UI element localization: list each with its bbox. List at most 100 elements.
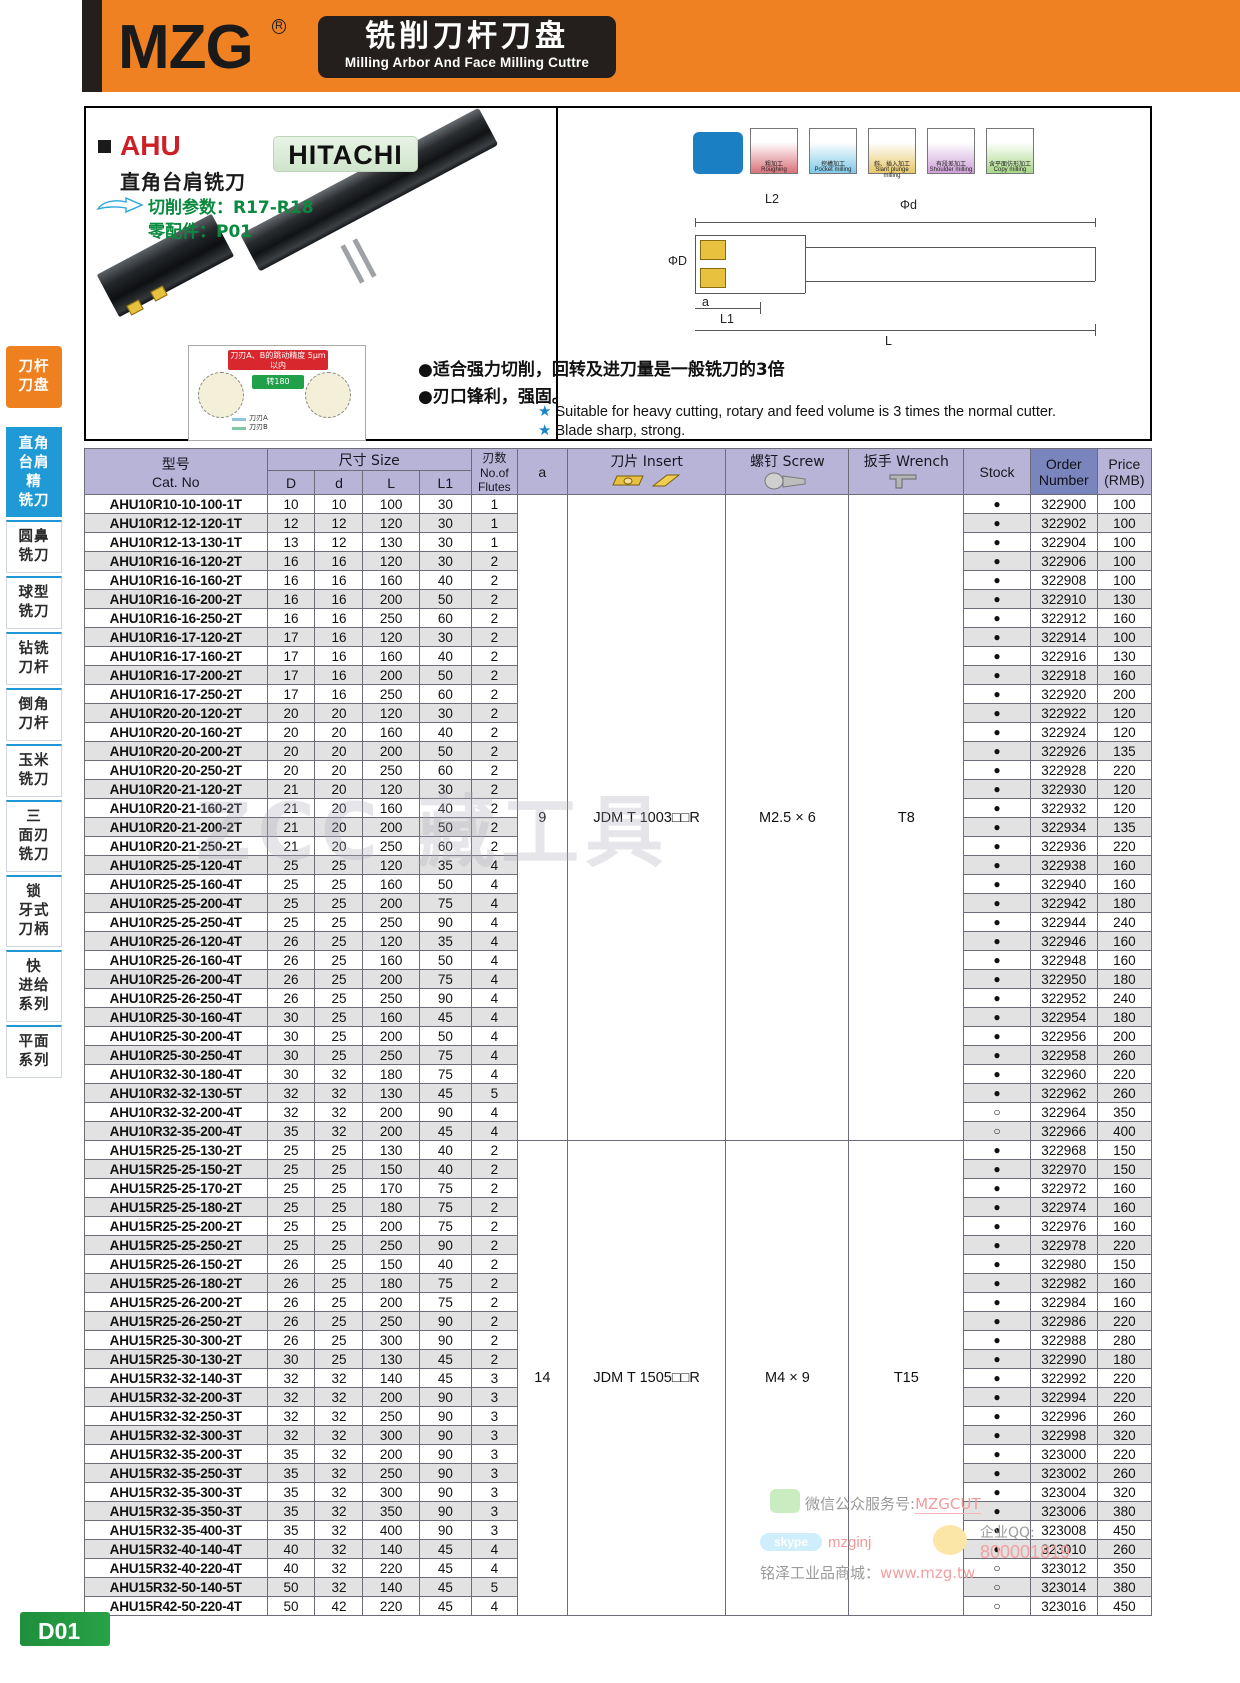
- cell-price: 120: [1096, 703, 1153, 723]
- cell-D: 12: [266, 513, 316, 533]
- legend-label-a: 刀刃A: [249, 414, 268, 422]
- cell-L1: 90: [418, 1463, 472, 1483]
- cell-cat-no: AHU10R12-13-130-1T: [84, 532, 268, 552]
- cell-D: 21: [266, 836, 316, 856]
- sidebar-item-8[interactable]: 锁牙式 刀柄: [6, 875, 62, 947]
- cell-d: 32: [314, 1102, 364, 1122]
- cell-flutes: 3: [470, 1520, 518, 1540]
- cell-L: 200: [362, 1026, 420, 1046]
- cell-L: 120: [362, 931, 420, 951]
- cell-flutes: 2: [470, 589, 518, 609]
- page-title-cn: 铣削刀杆刀盘: [365, 19, 569, 54]
- cell-price: 280: [1096, 1330, 1153, 1350]
- cell-L1: 45: [418, 1368, 472, 1388]
- cell-insert-merged: JDM T 1003□□R: [566, 494, 727, 1141]
- th-size: 尺寸 Size: [266, 448, 472, 471]
- cell-price: 160: [1096, 1197, 1153, 1217]
- cell-stock-filled: [963, 1292, 1031, 1312]
- cell-L1: 60: [418, 684, 472, 704]
- spec-table: 型号 Cat. No 尺寸 Size 刃数 No.of Flutes a 刀片 …: [84, 448, 1153, 1616]
- product-name-cn: 直角台肩铣刀: [120, 170, 246, 194]
- cell-stock-filled: [963, 1444, 1031, 1464]
- cell-flutes: 2: [470, 1197, 518, 1217]
- cell-d: 25: [314, 1292, 364, 1312]
- cell-price: 260: [1096, 1045, 1153, 1065]
- cell-L: 220: [362, 1558, 420, 1578]
- sidebar-item-4[interactable]: 钻铣 刀杆: [6, 632, 62, 685]
- cell-order-number: 322970: [1029, 1159, 1098, 1179]
- th-order-number: Order Number: [1029, 448, 1098, 495]
- cell-order-number: 322994: [1029, 1387, 1098, 1407]
- insert-icon: [568, 471, 726, 493]
- cell-price: 135: [1096, 741, 1153, 761]
- table-row: AHU10R25-25-160-4T2525160504322940160: [84, 874, 1153, 894]
- accuracy-circle-right: [305, 372, 351, 418]
- sidebar-item-0[interactable]: 刀杆 刀盘: [6, 346, 62, 408]
- cell-D: 30: [266, 1045, 316, 1065]
- sidebar-item-7[interactable]: 三面刃 铣刀: [6, 800, 62, 872]
- sidebar-item-1[interactable]: 直角 台肩精铣刀: [6, 427, 62, 517]
- cell-order-number: 322918: [1029, 665, 1098, 685]
- cell-L1: 50: [418, 950, 472, 970]
- cell-price: 180: [1096, 969, 1153, 989]
- cell-price: 240: [1096, 912, 1153, 932]
- cell-D: 26: [266, 1292, 316, 1312]
- sidebar-item-5[interactable]: 倒角 刀杆: [6, 688, 62, 741]
- zero-degree-badge: [693, 132, 743, 174]
- cell-order-number: 322984: [1029, 1292, 1098, 1312]
- sidebar-item-10[interactable]: 平面 系列: [6, 1025, 62, 1078]
- table-row: AHU10R20-20-250-2T2020250602322928220: [84, 760, 1153, 780]
- cell-L1: 90: [418, 988, 472, 1008]
- sidebar-item-6[interactable]: 玉米 铣刀: [6, 744, 62, 797]
- cell-L: 300: [362, 1482, 420, 1502]
- sidebar-item-9[interactable]: 快进给 系列: [6, 950, 62, 1022]
- cell-D: 40: [266, 1558, 316, 1578]
- spec-table-head: 型号 Cat. No 尺寸 Size 刃数 No.of Flutes a 刀片 …: [84, 448, 1153, 495]
- cell-flutes: 2: [470, 1159, 518, 1179]
- cell-cat-no: AHU15R25-25-200-2T: [84, 1216, 268, 1236]
- sidebar-item-3[interactable]: 球型 铣刀: [6, 576, 62, 629]
- cell-d: 32: [314, 1387, 364, 1407]
- cell-D: 32: [266, 1368, 316, 1388]
- cell-stock-filled: [963, 703, 1031, 723]
- cell-D: 32: [266, 1083, 316, 1103]
- cell-cat-no: AHU10R20-20-250-2T: [84, 760, 268, 780]
- cell-L1: 45: [418, 1539, 472, 1559]
- cell-d: 10: [314, 494, 364, 514]
- cell-flutes: 2: [470, 741, 518, 761]
- sidebar-item-label: 铣刀: [18, 604, 50, 620]
- page-header: [0, 0, 1240, 92]
- cell-L: 150: [362, 1254, 420, 1274]
- qq-label: 企业QQ:: [980, 1525, 1035, 1541]
- cell-flutes: 4: [470, 969, 518, 989]
- cell-cat-no: AHU15R42-50-220-4T: [84, 1596, 268, 1616]
- table-row: AHU15R25-25-130-2T 25 25 130 40 2 14 JDM T 1505…: [84, 1140, 1153, 1616]
- legend-label-b: 刀刃B: [249, 423, 268, 431]
- cell-L1: 50: [418, 817, 472, 837]
- cell-cat-no: AHU10R25-25-160-4T: [84, 874, 268, 894]
- cell-cat-no: AHU10R25-30-250-4T: [84, 1045, 268, 1065]
- cell-price: 220: [1096, 1235, 1153, 1255]
- th-stock: Stock: [963, 448, 1031, 495]
- cell-D: 25: [266, 912, 316, 932]
- cell-L1: 40: [418, 1140, 472, 1160]
- cell-d: 25: [314, 1159, 364, 1179]
- cell-cat-no: AHU10R20-20-160-2T: [84, 722, 268, 742]
- cell-flutes: 3: [470, 1444, 518, 1464]
- cell-order-number: 322964: [1029, 1102, 1098, 1122]
- sidebar-item-label: 平面: [18, 1034, 50, 1050]
- cell-L: 250: [362, 988, 420, 1008]
- cell-order-number: 322942: [1029, 893, 1098, 913]
- skype-icon: skype: [760, 1533, 822, 1551]
- cell-stock-filled: [963, 912, 1031, 932]
- cell-L: 200: [362, 1444, 420, 1464]
- cell-L1: 90: [418, 1520, 472, 1540]
- cell-L: 250: [362, 1235, 420, 1255]
- sidebar-item-2[interactable]: 圆鼻 铣刀: [6, 520, 62, 573]
- cell-L: 200: [362, 589, 420, 609]
- drawing-label-PhiD: ΦD: [668, 254, 688, 268]
- copy-milling-icon: [986, 128, 1034, 174]
- cell-D: 26: [266, 950, 316, 970]
- cell-L: 130: [362, 1083, 420, 1103]
- cell-d: 32: [314, 1558, 364, 1578]
